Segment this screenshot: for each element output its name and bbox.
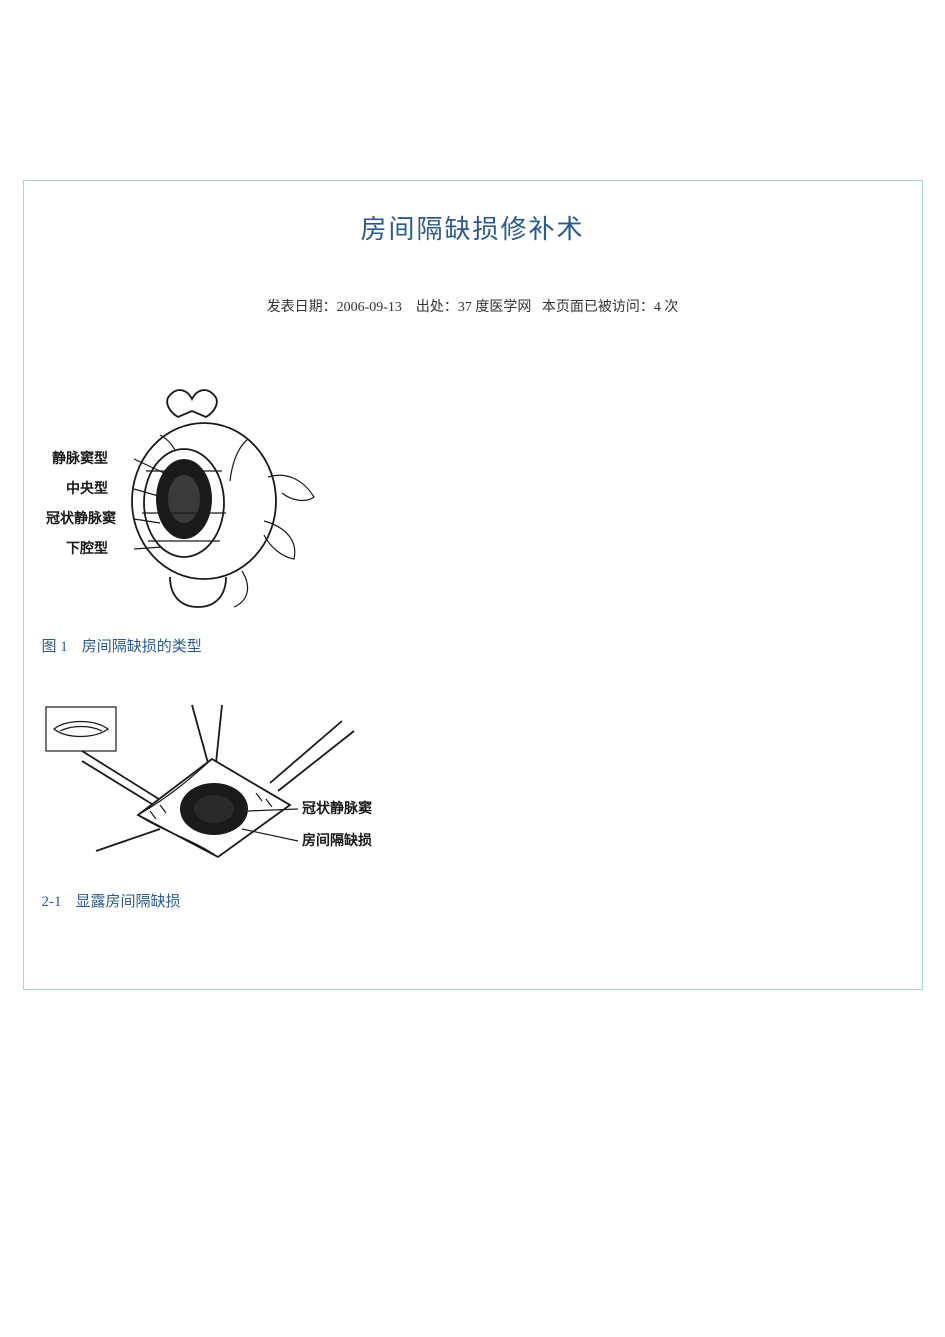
figure-1-image: 静脉窦型 中央型 冠状静脉窦 下腔型 [42, 381, 904, 621]
figure-1-caption: 图 1 房间隔缺损的类型 [42, 635, 904, 656]
fig2-label-0: 冠状静脉窦 [302, 800, 372, 817]
source-value: 37 度医学网 [458, 300, 532, 315]
figure-2-num: 2-1 [42, 894, 62, 910]
fig1-label-2: 冠状静脉窦 [46, 510, 116, 527]
article-meta: 发表日期：2006-09-13 出处：37 度医学网 本页面已被访问：4 次 [42, 296, 904, 316]
figure-2-image: 冠状静脉窦 房间隔缺损 [42, 701, 904, 876]
article-title: 房间隔缺损修补术 [42, 209, 904, 246]
figure-2-caption: 2-1 显露房间隔缺损 [42, 890, 904, 911]
surgery-exposure-icon: 冠状静脉窦 房间隔缺损 [42, 701, 402, 876]
visits-label: 本页面已被访问： [542, 300, 654, 315]
visits-suffix: 次 [664, 300, 678, 315]
figure-1-text: 房间隔缺损的类型 [82, 639, 202, 655]
figure-2-text: 显露房间隔缺损 [76, 894, 181, 910]
document-frame: 房间隔缺损修补术 发表日期：2006-09-13 出处：37 度医学网 本页面已… [23, 180, 923, 990]
fig1-label-1: 中央型 [66, 480, 108, 497]
fig2-label-1: 房间隔缺损 [302, 832, 372, 849]
fig1-label-3: 下腔型 [66, 540, 108, 557]
visits-value: 4 [654, 300, 661, 315]
figure-1-num: 图 1 [42, 639, 68, 655]
pub-date-value: 2006-09-13 [337, 300, 402, 315]
source-label: 出处： [416, 300, 458, 315]
pub-date-label: 发表日期： [267, 300, 337, 315]
figure-2: 冠状静脉窦 房间隔缺损 2-1 显露房间隔缺损 [42, 701, 904, 911]
anatomy-heart-icon: 静脉窦型 中央型 冠状静脉窦 下腔型 [42, 381, 342, 621]
figure-1: 静脉窦型 中央型 冠状静脉窦 下腔型 图 1 房间隔缺损的类型 [42, 381, 904, 656]
fig1-label-0: 静脉窦型 [52, 450, 108, 467]
